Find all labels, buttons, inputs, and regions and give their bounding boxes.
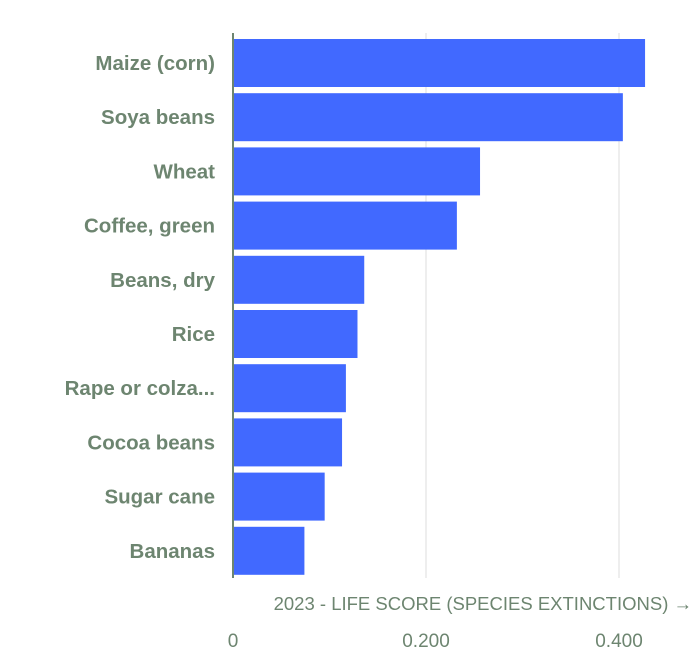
x-tick-label: 0.200	[402, 631, 450, 652]
bars	[234, 39, 646, 575]
bar	[234, 418, 343, 467]
bar	[234, 526, 305, 575]
category-label: Coffee, green	[84, 215, 215, 238]
x-tick-label: 0.400	[595, 631, 643, 652]
bar	[234, 147, 481, 196]
category-label: Rape or colza...	[65, 377, 215, 400]
category-label: Cocoa beans	[87, 431, 215, 454]
category-label: Bananas	[130, 540, 215, 563]
bar	[234, 93, 623, 142]
category-label: Maize (corn)	[95, 52, 215, 75]
category-label: Wheat	[154, 160, 216, 183]
category-labels: Maize (corn) Soya beans Wheat Coffee, green…	[65, 52, 216, 563]
category-label: Beans, dry	[110, 269, 215, 292]
category-label: Rice	[172, 323, 215, 346]
bar	[234, 364, 346, 413]
bar	[234, 310, 358, 358]
bar	[234, 39, 646, 87]
bar	[234, 472, 325, 521]
x-tick-label: 0	[228, 631, 239, 652]
category-label: Sugar cane	[104, 486, 215, 509]
x-axis-title: 2023 - LIFE SCORE (SPECIES EXTINCTIONS) …	[274, 593, 692, 614]
x-tick-labels: 0 0.200 0.400	[228, 631, 643, 652]
bar	[234, 255, 365, 304]
category-label: Soya beans	[101, 106, 215, 129]
bar	[234, 201, 457, 250]
